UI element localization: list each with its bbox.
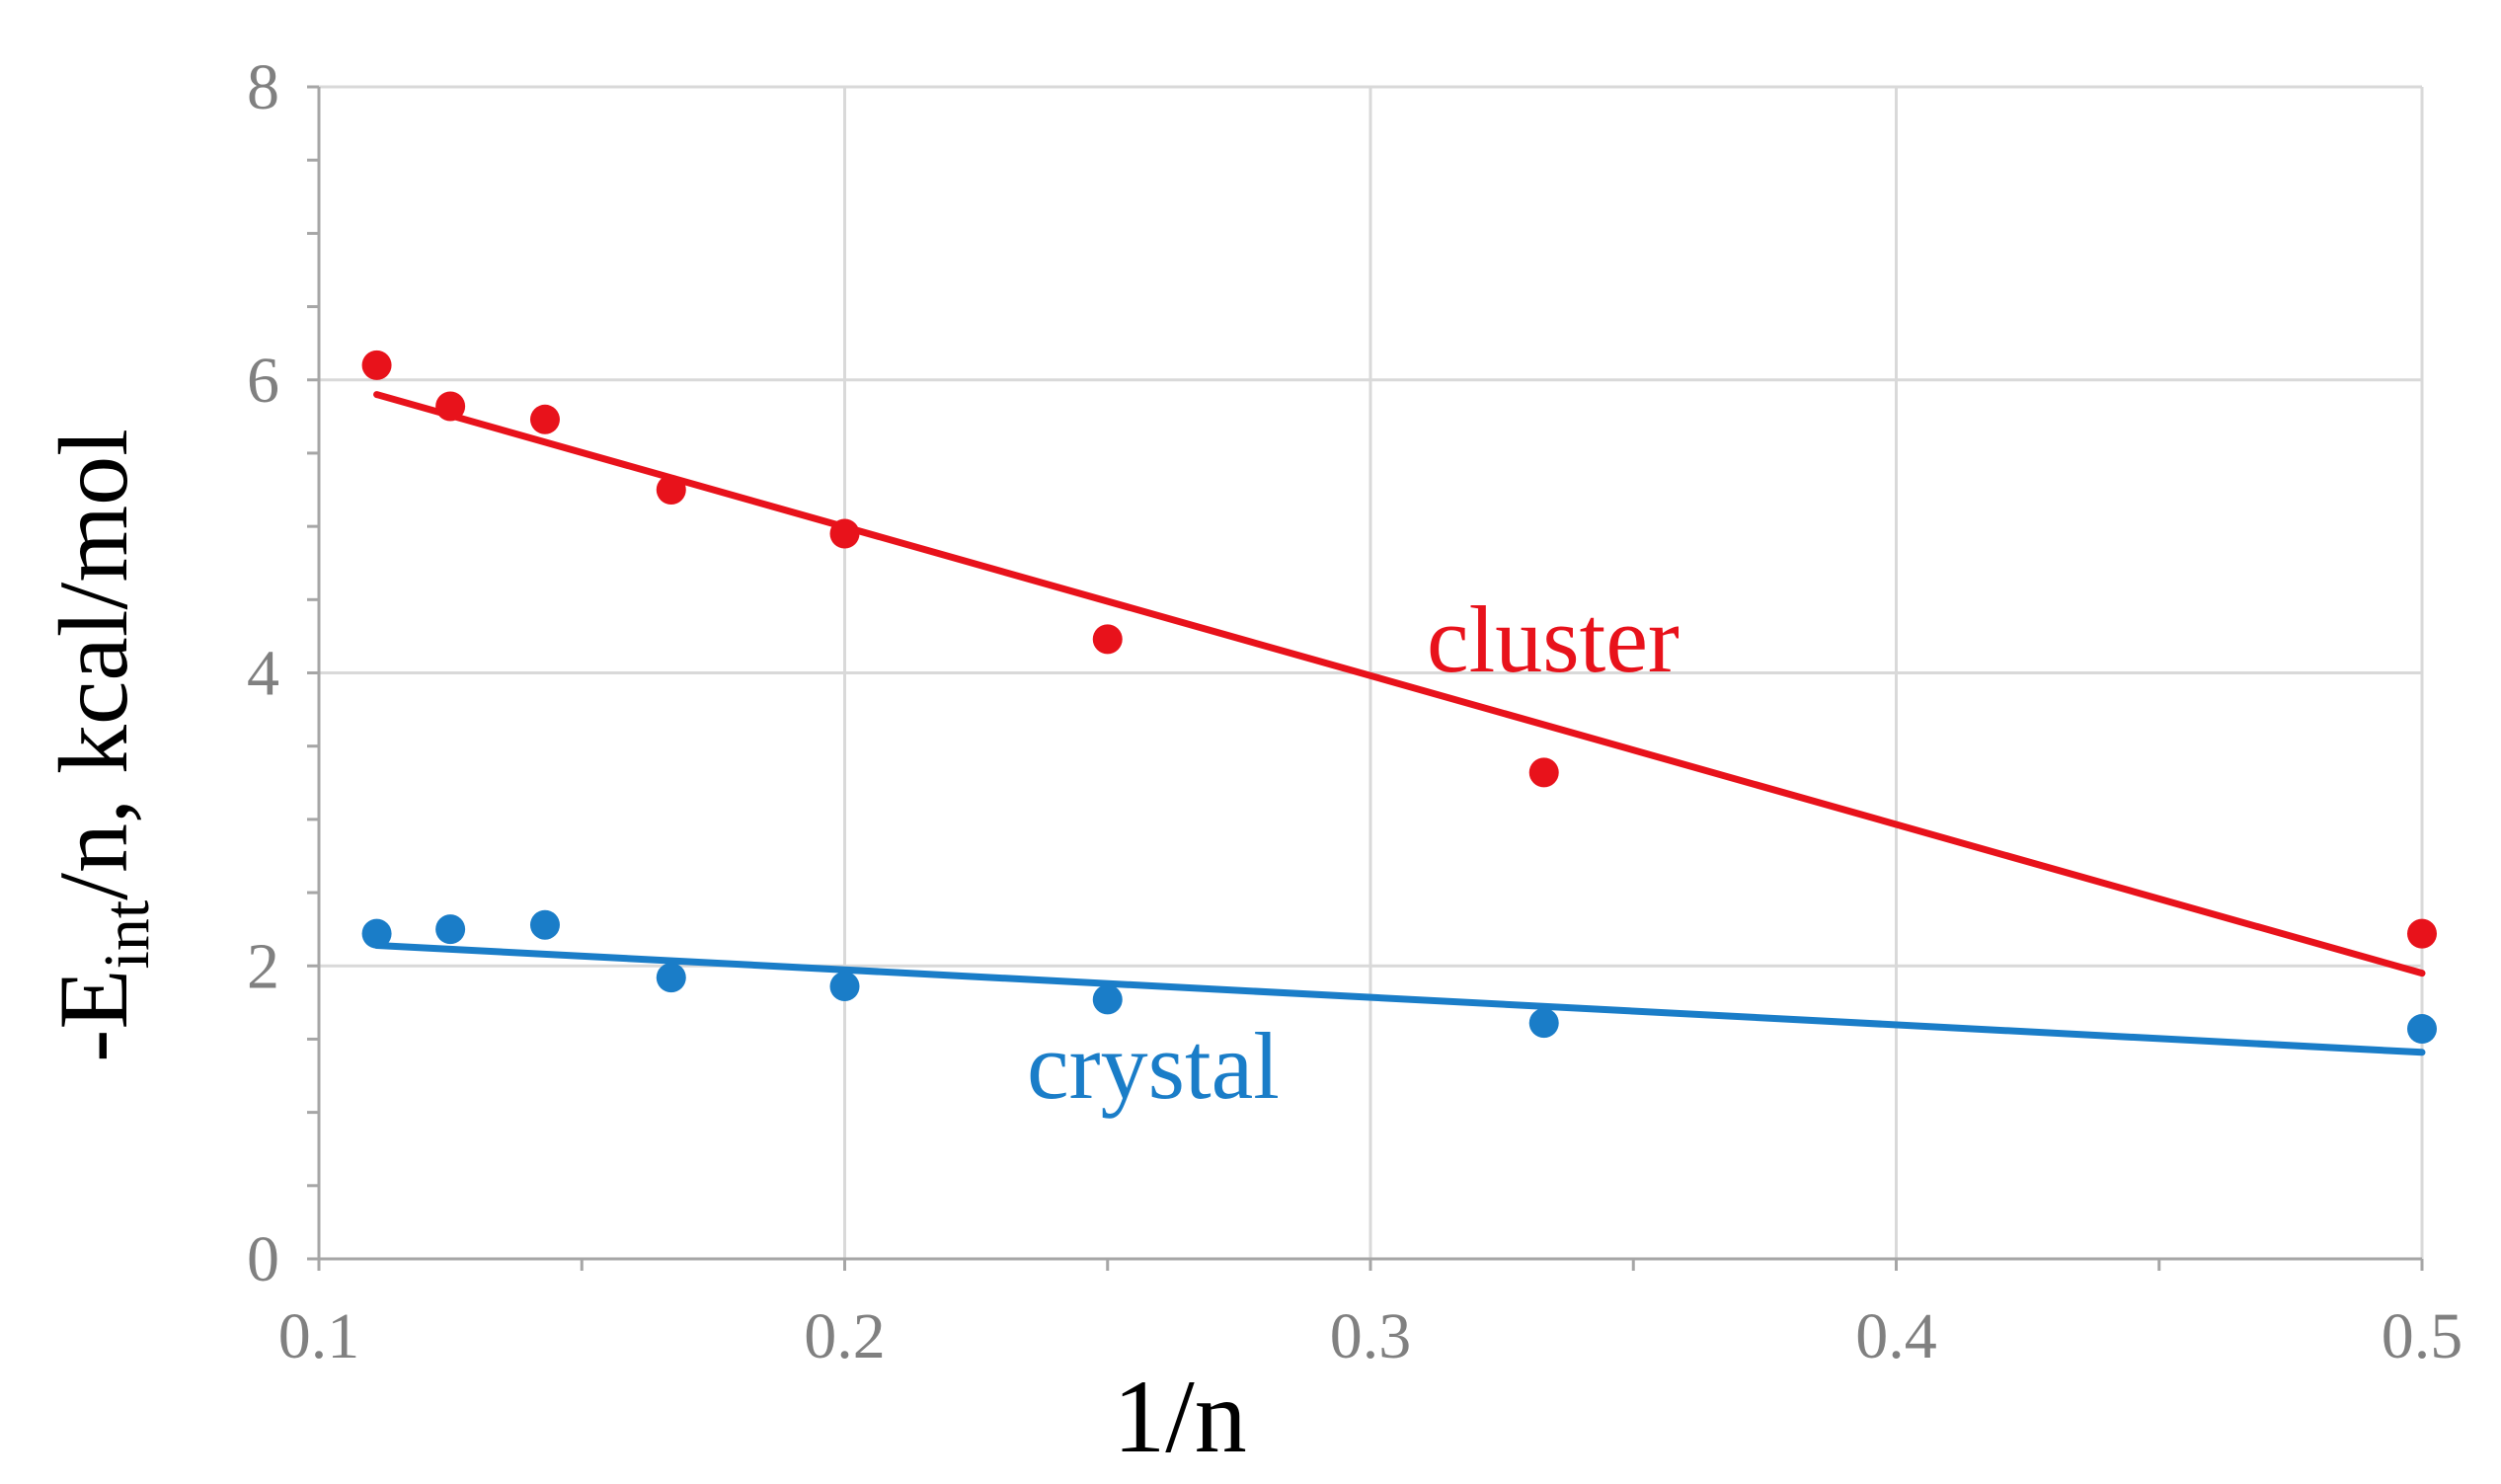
cluster-point: [1528, 757, 1559, 788]
cluster-point: [829, 518, 860, 549]
x-tick-label: 0.1: [278, 1300, 360, 1372]
cluster-point: [1092, 624, 1123, 655]
y-axis-label-subscript: int: [91, 900, 163, 970]
y-axis-label: -Eint/n, kcal/mol: [39, 429, 163, 1062]
trendlines: [373, 391, 2426, 1056]
crystal-point: [2407, 1014, 2437, 1045]
cluster-point: [656, 475, 686, 506]
cluster-point: [2407, 918, 2437, 949]
crystal-point: [361, 918, 392, 949]
crystal-point: [1092, 984, 1123, 1015]
x-tick-label: 0.2: [804, 1300, 886, 1372]
cluster-point: [361, 350, 392, 380]
y-tick-label: 8: [247, 51, 279, 123]
series-label-crystal: crystal: [1027, 1013, 1280, 1119]
x-tick-label: 0.5: [2382, 1300, 2463, 1372]
crystal-trendline: [373, 941, 2426, 1056]
crystal-point: [1528, 1008, 1559, 1039]
cluster-trendline: [373, 391, 2426, 977]
cluster-point: [529, 404, 560, 434]
y-tick-label: 0: [247, 1223, 279, 1295]
y-tick-label: 2: [247, 930, 279, 1002]
crystal-point: [435, 914, 466, 945]
x-axis-label: 1/n: [1113, 1359, 1246, 1474]
crystal-point: [529, 909, 560, 940]
data-points: [361, 350, 2437, 1045]
crystal-point: [829, 972, 860, 1002]
svg-text:-Eint/n, kcal/mol: -Eint/n, kcal/mol: [39, 429, 163, 1062]
series-label-cluster: cluster: [1427, 586, 1680, 692]
y-axis-label-suffix: /n, kcal/mol: [39, 429, 148, 900]
y-tick-label: 4: [247, 638, 279, 710]
x-tick-label: 0.4: [1855, 1300, 1937, 1372]
tick-labels: 0 2 4 6 8 0.1 0.2 0.3 0.4 0.5: [247, 51, 2462, 1372]
x-tick-label: 0.3: [1330, 1300, 1412, 1372]
cluster-point: [435, 391, 466, 422]
y-tick-label: 6: [247, 345, 279, 417]
axes: [307, 85, 2424, 1271]
y-axis-label-prefix: -E: [39, 969, 148, 1061]
crystal-point: [656, 963, 686, 993]
